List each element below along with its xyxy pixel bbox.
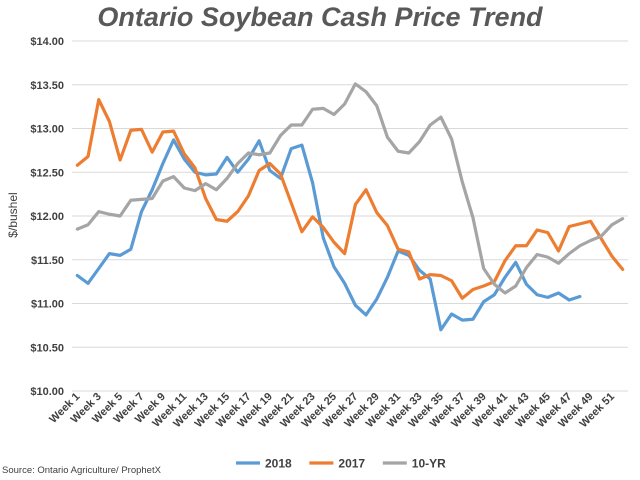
series-line-2018 [75,138,582,332]
y-tick-label: $13.00 [30,124,64,136]
y-tick-label: $12.50 [30,167,64,179]
y-tick-label: $12.00 [30,211,64,223]
y-tick-label: $10.50 [30,342,64,354]
legend-item-2018: 2018 [236,457,292,471]
y-tick-label: $13.50 [30,80,64,92]
y-tick-label: $14.00 [30,36,64,48]
y-axis-label: $/bushel [6,192,20,237]
y-tick-label: $10.00 [30,386,64,398]
y-tick-label: $11.00 [31,299,64,311]
legend-label: 2018 [265,457,292,471]
legend-item-10-yr: 10-YR [382,457,446,471]
series-line-2017 [75,98,625,300]
y-tick-labels: $10.00 $10.50 $11.00 $11.50 $12.00 $12.50 $13.… [30,36,64,398]
legend: 2018 2017 10-YR [236,457,446,471]
legend-label: 10-YR [412,457,446,471]
series-lines [75,82,625,332]
source-note: Source: Ontario Agriculture/ ProphetX [2,465,161,476]
series-line-10-yr [75,82,625,295]
chart-title: Ontario Soybean Cash Price Trend [97,2,543,32]
gridlines [72,40,628,392]
legend-item-2017: 2017 [309,457,365,471]
legend-label: 2017 [338,457,365,471]
y-tick-label: $11.50 [31,255,64,267]
